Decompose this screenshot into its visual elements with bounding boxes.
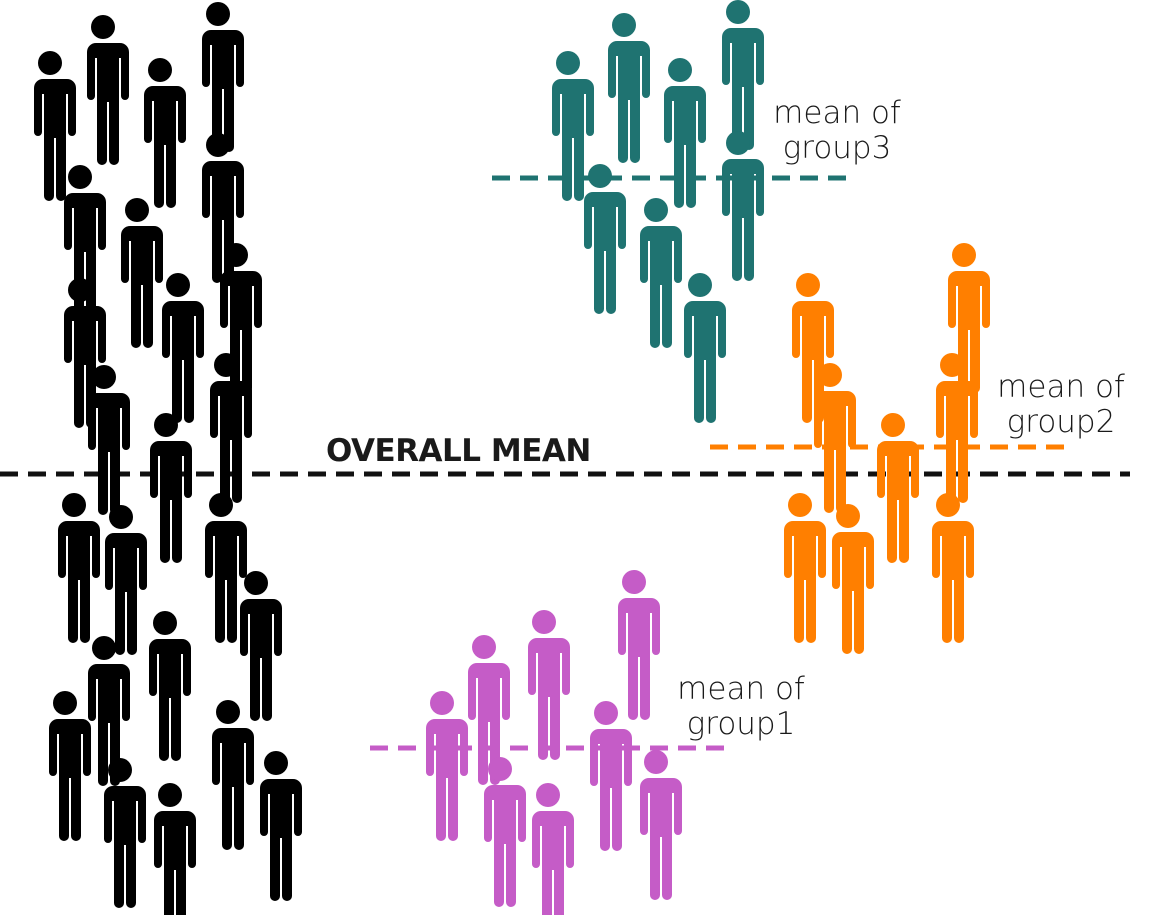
person-icon <box>935 353 978 503</box>
person-icon <box>148 611 191 761</box>
person-icon <box>33 51 76 201</box>
person-icon <box>161 273 204 423</box>
person-icon <box>153 783 196 915</box>
person-icon <box>721 0 764 150</box>
person-icon <box>143 58 186 208</box>
person-icon <box>639 198 682 348</box>
person-icon <box>683 273 726 423</box>
person-icon <box>87 365 130 515</box>
person-icon <box>583 164 626 314</box>
person-icon <box>876 413 919 563</box>
person-icon <box>813 363 856 513</box>
person-icon <box>467 635 510 785</box>
person-icon <box>209 353 252 503</box>
person-icon <box>531 783 574 915</box>
group3-mean-label-line1: mean of <box>773 95 901 131</box>
person-icon <box>120 198 163 348</box>
group3-mean-label: mean of group3 <box>762 96 912 166</box>
person-icon <box>201 2 244 152</box>
person-icon <box>48 691 91 841</box>
person-icon <box>425 691 468 841</box>
person-icon <box>104 505 147 655</box>
person-icon <box>589 701 632 851</box>
group2-mean-label: mean of group2 <box>986 370 1136 440</box>
group2-mean-label-line2: group2 <box>1006 404 1116 440</box>
group1-mean-label-line1: mean of <box>677 671 805 707</box>
person-icon <box>103 758 146 908</box>
person-icon <box>483 757 526 907</box>
person-icon <box>947 243 990 393</box>
group2-mean-label-line1: mean of <box>997 369 1125 405</box>
person-icon <box>551 51 594 201</box>
person-icon <box>931 493 974 643</box>
group1-mean-label-line2: group1 <box>686 706 796 742</box>
person-icon <box>639 750 682 900</box>
overall-mean-label: OVERALL MEAN <box>326 433 591 469</box>
person-icon <box>219 243 262 393</box>
person-icon <box>783 493 826 643</box>
person-icon <box>63 165 106 315</box>
person-icon <box>86 15 129 165</box>
person-icon <box>57 493 100 643</box>
person-icon <box>617 570 660 720</box>
person-icon <box>259 751 302 901</box>
person-icon <box>663 58 706 208</box>
person-icon <box>721 131 764 281</box>
group3-mean-label-line2: group3 <box>782 130 892 166</box>
person-icon <box>527 610 570 760</box>
group1-mean-label: mean of group1 <box>666 672 816 742</box>
person-icon <box>239 571 282 721</box>
person-icon <box>831 504 874 654</box>
person-icon <box>607 13 650 163</box>
person-icon <box>87 636 130 786</box>
person-icon <box>211 700 254 850</box>
person-icon <box>149 413 192 563</box>
person-icon <box>204 493 247 643</box>
